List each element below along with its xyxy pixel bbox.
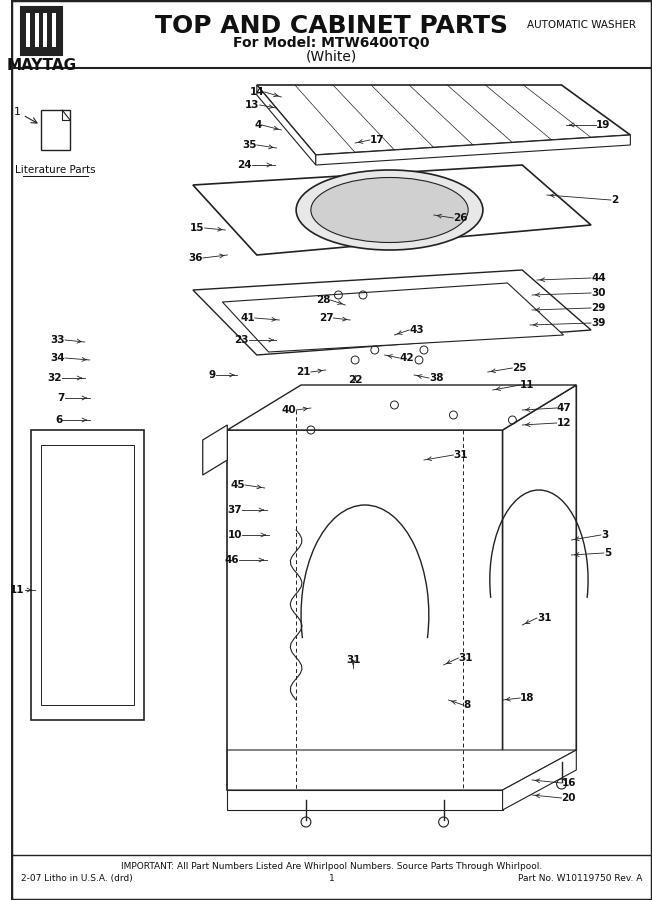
Polygon shape — [193, 165, 591, 255]
Bar — [21, 7, 62, 55]
Polygon shape — [257, 85, 630, 155]
Text: 2-07 Litho in U.S.A. (drd): 2-07 Litho in U.S.A. (drd) — [21, 874, 132, 883]
Text: 31: 31 — [537, 613, 552, 623]
Text: TOP AND CABINET PARTS: TOP AND CABINET PARTS — [155, 14, 508, 38]
Text: 29: 29 — [591, 303, 606, 313]
Text: (White): (White) — [306, 50, 357, 64]
Text: 17: 17 — [370, 135, 385, 145]
Polygon shape — [193, 270, 591, 355]
Text: 30: 30 — [591, 288, 606, 298]
Text: 31: 31 — [453, 450, 468, 460]
Ellipse shape — [296, 170, 483, 250]
Polygon shape — [40, 445, 134, 705]
Text: 38: 38 — [429, 373, 443, 383]
Text: 31: 31 — [458, 653, 473, 663]
Text: 7: 7 — [58, 393, 65, 403]
Polygon shape — [203, 425, 228, 475]
Text: 20: 20 — [561, 793, 576, 803]
Text: 1: 1 — [14, 107, 21, 117]
Text: 12: 12 — [557, 418, 571, 428]
Polygon shape — [503, 750, 576, 810]
Text: 46: 46 — [224, 555, 239, 565]
Text: 32: 32 — [48, 373, 62, 383]
Polygon shape — [40, 110, 70, 150]
Text: For Model: MTW6400TQ0: For Model: MTW6400TQ0 — [233, 36, 430, 50]
Text: 28: 28 — [316, 295, 331, 305]
Circle shape — [301, 817, 311, 827]
Polygon shape — [228, 790, 503, 810]
Text: 25: 25 — [512, 363, 527, 373]
Text: Part No. W10119750 Rev. A: Part No. W10119750 Rev. A — [518, 874, 642, 883]
Bar — [26, 13, 30, 47]
Text: 15: 15 — [190, 223, 205, 233]
Text: 35: 35 — [243, 140, 257, 150]
Text: 1: 1 — [329, 874, 334, 883]
Text: 19: 19 — [596, 120, 610, 130]
Text: 18: 18 — [520, 693, 535, 703]
Bar — [44, 13, 48, 47]
Bar — [35, 13, 38, 47]
Polygon shape — [31, 430, 143, 720]
Text: 23: 23 — [235, 335, 249, 345]
Text: 39: 39 — [591, 318, 606, 328]
Circle shape — [439, 817, 449, 827]
Text: 36: 36 — [188, 253, 203, 263]
Circle shape — [557, 779, 567, 789]
Polygon shape — [228, 750, 576, 790]
Text: 5: 5 — [604, 548, 611, 558]
Text: 43: 43 — [409, 325, 424, 335]
Text: 47: 47 — [557, 403, 571, 413]
Polygon shape — [316, 135, 630, 165]
Text: 26: 26 — [453, 213, 468, 223]
Text: 33: 33 — [51, 335, 65, 345]
Text: 37: 37 — [228, 505, 242, 515]
Text: 11: 11 — [10, 585, 25, 595]
Polygon shape — [228, 385, 576, 430]
Text: 34: 34 — [50, 353, 65, 363]
Text: 27: 27 — [319, 313, 333, 323]
Text: 41: 41 — [240, 313, 255, 323]
Text: 10: 10 — [228, 530, 242, 540]
Text: MAYTAG: MAYTAG — [7, 58, 76, 73]
Text: 22: 22 — [348, 375, 363, 385]
Text: 3: 3 — [601, 530, 608, 540]
Text: 13: 13 — [245, 100, 259, 110]
Bar — [52, 13, 56, 47]
Text: 40: 40 — [282, 405, 296, 415]
Text: 45: 45 — [230, 480, 245, 490]
Text: AUTOMATIC WASHER: AUTOMATIC WASHER — [527, 20, 636, 30]
Text: 11: 11 — [520, 380, 535, 390]
Text: 31: 31 — [346, 655, 361, 665]
Text: Literature Parts: Literature Parts — [15, 165, 96, 175]
Polygon shape — [222, 283, 563, 352]
Text: 16: 16 — [561, 778, 576, 788]
Text: 24: 24 — [237, 160, 252, 170]
Text: 14: 14 — [250, 87, 265, 97]
Text: 8: 8 — [464, 700, 471, 710]
Text: 21: 21 — [297, 367, 311, 377]
Text: 9: 9 — [209, 370, 216, 380]
Polygon shape — [228, 430, 503, 790]
Text: 6: 6 — [55, 415, 62, 425]
Text: 2: 2 — [611, 195, 618, 205]
Text: 44: 44 — [591, 273, 606, 283]
Polygon shape — [503, 385, 576, 790]
Text: IMPORTANT: All Part Numbers Listed Are Whirlpool Numbers. Source Parts Through W: IMPORTANT: All Part Numbers Listed Are W… — [121, 862, 542, 871]
Ellipse shape — [311, 177, 468, 242]
Polygon shape — [257, 85, 316, 165]
Text: 42: 42 — [400, 353, 414, 363]
Text: 4: 4 — [254, 120, 261, 130]
